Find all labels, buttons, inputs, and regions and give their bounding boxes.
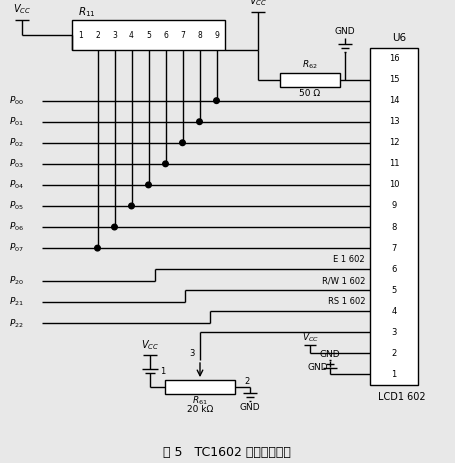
Text: $V_{CC}$: $V_{CC}$: [249, 0, 267, 8]
Text: 6: 6: [163, 31, 168, 39]
Text: $P_{06}$: $P_{06}$: [9, 221, 24, 233]
Bar: [165, 380, 235, 394]
Text: R/W 1 602: R/W 1 602: [322, 276, 365, 285]
Text: $P_{04}$: $P_{04}$: [9, 179, 24, 191]
Text: 16: 16: [389, 54, 399, 63]
Circle shape: [163, 161, 168, 167]
Text: 9: 9: [391, 201, 397, 211]
Text: 2: 2: [391, 349, 397, 358]
Text: $R_{11}$: $R_{11}$: [78, 5, 96, 19]
Text: $R_{62}$: $R_{62}$: [302, 59, 318, 71]
Text: $V_{CC}$: $V_{CC}$: [302, 331, 318, 344]
Text: 3: 3: [112, 31, 117, 39]
Text: 图 5   TC1602 液晶显示电路: 图 5 TC1602 液晶显示电路: [163, 446, 291, 459]
Text: 8: 8: [197, 31, 202, 39]
Text: 4: 4: [391, 307, 397, 316]
Text: 6: 6: [391, 265, 397, 274]
Text: $P_{20}$: $P_{20}$: [9, 275, 24, 288]
Text: $V_{CC}$: $V_{CC}$: [141, 338, 159, 352]
Circle shape: [129, 203, 134, 209]
Text: $P_{05}$: $P_{05}$: [9, 200, 24, 212]
Text: 5: 5: [146, 31, 151, 39]
Text: $R_{61}$: $R_{61}$: [192, 395, 208, 407]
Circle shape: [146, 182, 152, 188]
Text: $P_{01}$: $P_{01}$: [9, 115, 24, 128]
Text: GND: GND: [240, 402, 260, 412]
Text: 10: 10: [389, 181, 399, 189]
Text: 1: 1: [78, 31, 83, 39]
Text: 20 kΩ: 20 kΩ: [187, 406, 213, 414]
Text: E 1 602: E 1 602: [334, 255, 365, 264]
Text: 4: 4: [129, 31, 134, 39]
Text: $P_{02}$: $P_{02}$: [9, 137, 24, 149]
Circle shape: [111, 224, 117, 230]
Text: 2: 2: [95, 31, 100, 39]
Text: $V_{CC}$: $V_{CC}$: [13, 2, 31, 16]
Text: LCD1 602: LCD1 602: [378, 392, 426, 402]
Text: 11: 11: [389, 159, 399, 169]
Text: 1: 1: [160, 367, 166, 375]
Text: 12: 12: [389, 138, 399, 147]
Text: $P_{22}$: $P_{22}$: [9, 317, 24, 330]
Text: 5: 5: [391, 286, 397, 295]
Text: $P_{21}$: $P_{21}$: [9, 296, 24, 308]
Text: $P_{00}$: $P_{00}$: [9, 94, 24, 107]
Text: 8: 8: [391, 223, 397, 232]
Text: GND: GND: [335, 26, 355, 36]
Text: 13: 13: [389, 117, 399, 126]
Circle shape: [197, 119, 202, 125]
Bar: [370, 48, 418, 385]
Bar: [72, 20, 225, 50]
Text: RS 1 602: RS 1 602: [328, 297, 365, 307]
Text: GND: GND: [308, 363, 329, 372]
Text: 50 Ω: 50 Ω: [299, 89, 321, 99]
Circle shape: [214, 98, 219, 103]
Text: 7: 7: [180, 31, 185, 39]
Text: $P_{07}$: $P_{07}$: [9, 242, 24, 254]
Text: 2: 2: [244, 376, 250, 386]
Circle shape: [95, 245, 100, 251]
Text: 1: 1: [391, 370, 397, 379]
Text: 3: 3: [189, 349, 195, 358]
Text: 9: 9: [214, 31, 219, 39]
Bar: [280, 73, 340, 87]
Text: 7: 7: [391, 244, 397, 253]
Text: 3: 3: [391, 328, 397, 337]
Text: 14: 14: [389, 96, 399, 105]
Circle shape: [180, 140, 185, 145]
Text: $P_{03}$: $P_{03}$: [9, 157, 24, 170]
Text: U6: U6: [392, 33, 406, 43]
Text: 15: 15: [389, 75, 399, 84]
Text: GND: GND: [320, 350, 340, 359]
